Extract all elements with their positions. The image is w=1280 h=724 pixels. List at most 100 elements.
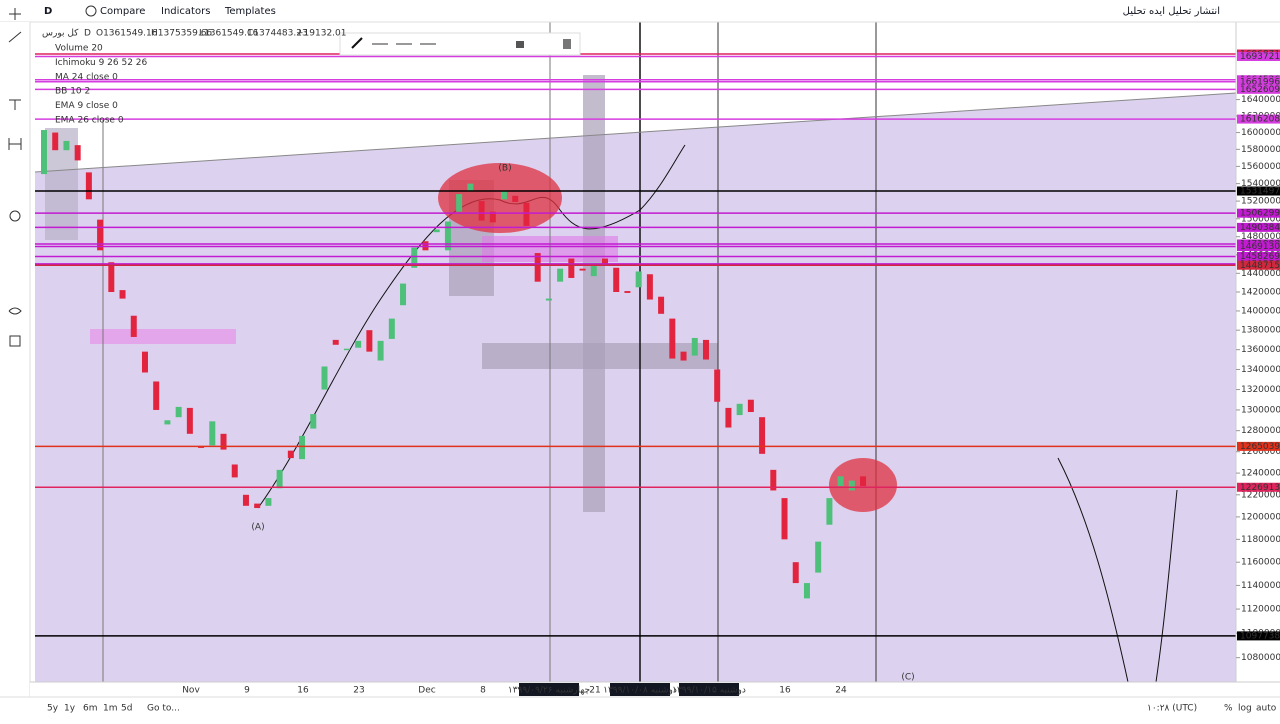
- zoom-tool[interactable]: [9, 210, 21, 222]
- publish-button[interactable]: انتشار تحلیل: [1168, 6, 1220, 17]
- candle-body: [568, 258, 575, 278]
- log-toggle[interactable]: log: [1238, 704, 1252, 714]
- time-tick-label: 21: [589, 686, 600, 696]
- pen-icon[interactable]: [351, 37, 363, 49]
- goto-button[interactable]: Go to...: [147, 704, 180, 714]
- ohlc-open: O1361549.16: [96, 29, 158, 39]
- box: [583, 75, 605, 512]
- candle-body: [355, 340, 362, 348]
- indicator-legend: BB 10 2: [55, 87, 90, 97]
- time-tick-label: ۱۳۹۹/۱۰/۰۸ دوشنبه: [603, 686, 677, 696]
- range-button[interactable]: 5y: [47, 704, 59, 714]
- trash-icon[interactable]: [563, 39, 571, 49]
- level-badge: [1237, 222, 1280, 232]
- tool-icons: [8, 8, 22, 347]
- candle-body: [97, 219, 104, 251]
- price-tick-label: 1640000.00: [1241, 95, 1280, 105]
- level-label: 1693721.22: [1240, 52, 1280, 62]
- candle-body: [231, 464, 238, 478]
- interval-button[interactable]: D: [44, 6, 52, 17]
- visibility-tool[interactable]: [8, 307, 22, 315]
- compare-button[interactable]: Compare: [100, 6, 145, 17]
- candle-body: [714, 369, 721, 402]
- level-label: 1616208.77: [1240, 115, 1280, 125]
- range-button[interactable]: 1m: [103, 704, 118, 714]
- line-tool[interactable]: [8, 31, 22, 43]
- lock-icon[interactable]: [516, 41, 524, 48]
- compare-icon: [85, 5, 97, 17]
- candle-body: [635, 271, 642, 288]
- drawing-toolbar: [339, 32, 581, 56]
- candle-body: [400, 283, 407, 306]
- text-tool[interactable]: [9, 99, 21, 110]
- ohlc-close: C1374483.23: [247, 29, 308, 39]
- price-tick-label: 1260000.00: [1241, 447, 1280, 457]
- annotation: (A): [251, 523, 264, 533]
- price-tick-label: 1500000.00: [1241, 214, 1280, 224]
- box: [45, 128, 78, 240]
- shaded-area: [35, 93, 1236, 682]
- level-badge: [1237, 84, 1280, 94]
- time-tick-label: 16: [297, 686, 309, 696]
- candle-body: [478, 201, 485, 221]
- price-tick-label: 1420000.00: [1241, 288, 1280, 298]
- level-badge: [1237, 52, 1280, 62]
- measure-tool[interactable]: [8, 138, 22, 150]
- price-tick-label: 1400000.00: [1241, 306, 1280, 316]
- curve: [1057, 457, 1129, 683]
- candle-body: [74, 145, 81, 161]
- price-tick-label: 1560000.00: [1241, 162, 1280, 172]
- box: [90, 329, 236, 344]
- candle-body: [422, 241, 429, 251]
- candle-body: [456, 194, 463, 212]
- candle-body: [153, 381, 160, 410]
- price-tick-label: 1140000.00: [1241, 581, 1280, 591]
- candle-body: [343, 348, 350, 351]
- price-tick-label: 1480000.00: [1241, 232, 1280, 242]
- candle-body: [590, 265, 597, 277]
- header-interval: D: [84, 29, 91, 39]
- candle-body: [198, 446, 205, 448]
- indicators-button[interactable]: Indicators: [161, 6, 210, 17]
- templates-button[interactable]: Templates: [224, 6, 276, 17]
- price-axis: [1236, 22, 1280, 682]
- level-label: 1490384.49: [1240, 223, 1280, 233]
- auto-toggle[interactable]: auto: [1256, 704, 1277, 714]
- price-tick-label: 1380000.00: [1241, 326, 1280, 336]
- percent-toggle[interactable]: %: [1224, 704, 1233, 714]
- price-tick-label: 1600000.00: [1241, 128, 1280, 138]
- range-button[interactable]: 6m: [83, 704, 98, 714]
- candle-body: [366, 330, 373, 352]
- time-tick-label: ۱۳۹۹/۱۰/۱۵ دوشنبه: [672, 686, 746, 696]
- crosshair-tool[interactable]: [9, 8, 21, 20]
- range-button[interactable]: 5d: [121, 704, 132, 714]
- idea-button[interactable]: ایده تحلیل: [1123, 6, 1165, 17]
- candle-body: [826, 498, 833, 525]
- time-tick-label: 24: [835, 686, 847, 696]
- candle-body: [467, 183, 474, 191]
- range-button[interactable]: 1y: [64, 704, 76, 714]
- ohlc-low: L1361549.16: [199, 29, 259, 39]
- candle-body: [141, 351, 148, 373]
- price-tick-label: 1520000.00: [1241, 197, 1280, 207]
- candle-body: [41, 130, 47, 175]
- candle-body: [119, 290, 126, 299]
- level-label: 1458269.78: [1240, 252, 1280, 262]
- symbol: کل بورس: [42, 29, 79, 39]
- level-label: 1097738.74: [1240, 631, 1280, 641]
- indicator-legend: EMA 9 close 0: [55, 101, 118, 111]
- level-label: 1531497.33: [1240, 187, 1280, 197]
- delete-tool[interactable]: [9, 335, 21, 347]
- indicator-legend: Ichimoku 9 26 52 26: [55, 58, 148, 68]
- candle-body: [534, 253, 541, 282]
- candle-body: [444, 221, 451, 251]
- candle-body: [52, 132, 59, 151]
- level-badge: [1237, 186, 1280, 196]
- circle-marker: [438, 163, 562, 233]
- price-tick-label: 1180000.00: [1241, 535, 1280, 545]
- bottom-bar: [0, 697, 1280, 720]
- candle-body: [186, 407, 193, 434]
- curve: [1155, 489, 1178, 683]
- candle-body: [164, 420, 171, 425]
- time-tick-label: 16: [779, 686, 791, 696]
